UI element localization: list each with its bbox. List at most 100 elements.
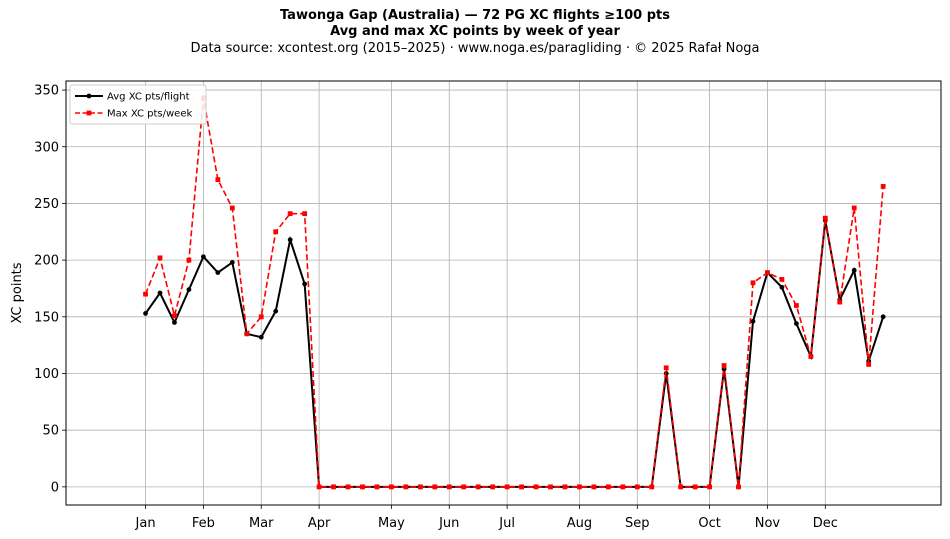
x-tick-label: Dec [813, 516, 838, 531]
y-tick-label: 350 [34, 84, 59, 99]
data-point [577, 484, 582, 490]
data-point [461, 484, 467, 490]
y-tick-label: 150 [34, 310, 59, 325]
data-point [533, 484, 539, 490]
data-point [157, 290, 163, 296]
x-tick-label: Sep [625, 516, 650, 531]
series-max [143, 95, 886, 490]
data-point [186, 257, 192, 263]
data-point [172, 313, 177, 319]
data-point [779, 276, 785, 282]
data-point [721, 363, 727, 368]
data-point [302, 281, 308, 287]
data-point [736, 484, 741, 490]
data-point [605, 484, 611, 490]
data-point [446, 484, 452, 490]
data-point [200, 254, 206, 260]
data-point [432, 484, 438, 490]
data-point [258, 314, 264, 320]
data-point [331, 484, 336, 490]
data-point [273, 229, 279, 235]
data-point [692, 484, 698, 490]
data-point [403, 484, 409, 490]
data-point [822, 215, 828, 221]
data-point [417, 484, 423, 490]
data-point [562, 484, 568, 490]
grid-lines [66, 81, 941, 505]
x-tick-label: Nov [755, 516, 781, 531]
x-tick-label: Apr [308, 516, 331, 531]
legend: Avg XC pts/flight Max XC pts/week [69, 84, 207, 125]
data-point [519, 484, 524, 490]
data-point [866, 362, 872, 367]
data-point [591, 484, 597, 490]
data-point [707, 484, 712, 490]
data-point [229, 259, 235, 265]
data-point [287, 237, 293, 243]
data-point [229, 205, 235, 211]
x-tick-label: Feb [192, 516, 215, 531]
data-point [837, 299, 843, 305]
data-point [186, 287, 192, 292]
data-point [215, 177, 221, 183]
legend-item: Avg XC pts/flight [75, 92, 190, 103]
plot-frame [65, 80, 942, 506]
data-point [851, 267, 857, 273]
data-point [273, 308, 279, 314]
chart-source-credit: Data source: xcontest.org (2015–2025) · … [190, 41, 760, 56]
data-point [750, 280, 756, 286]
data-point [490, 484, 496, 490]
data-point [360, 484, 365, 490]
data-point [880, 314, 886, 320]
x-tick-label: Jul [498, 516, 515, 531]
chart-subtitle: Avg and max XC points by week of year [330, 24, 620, 39]
data-point [750, 318, 756, 324]
x-tick-label: Jan [135, 516, 156, 531]
data-point [258, 334, 264, 340]
data-point [880, 184, 886, 189]
data-point [172, 320, 177, 325]
data-point [765, 270, 770, 275]
chart-title: Tawonga Gap (Australia) — 72 PG XC fligh… [279, 8, 671, 23]
legend-label: Avg XC pts/flight [107, 92, 190, 103]
legend-item: Max XC pts/week [75, 109, 192, 120]
y-tick-label: 50 [42, 424, 59, 439]
data-point [215, 270, 221, 275]
legend-label: Max XC pts/week [107, 109, 192, 120]
data-point [374, 484, 380, 490]
data-point [504, 484, 510, 490]
legend-swatch-marker [86, 93, 92, 99]
data-point [793, 321, 799, 327]
x-tick-label: May [378, 516, 405, 531]
data-point [316, 484, 322, 490]
y-tick-label: 300 [34, 140, 59, 155]
y-tick-label: 100 [34, 367, 59, 382]
legend-box [69, 84, 207, 125]
axis-ticks: Jan Feb Mar Apr May Jun Jul Aug Sep Oct Nov Dec 0 50 1… [34, 84, 838, 531]
chart-title-block: Tawonga Gap (Australia) — 72 PG XC fligh… [0, 8, 950, 58]
series-line [144, 97, 884, 488]
x-tick-label: Aug [567, 516, 592, 531]
series-avg [143, 218, 886, 490]
data-point [143, 291, 148, 297]
data-point [389, 484, 394, 490]
data-point [793, 303, 799, 308]
data-point [302, 211, 308, 217]
x-tick-label: Mar [249, 516, 274, 531]
data-point [475, 484, 481, 490]
legend-swatch-marker [86, 110, 92, 116]
data-point [649, 484, 655, 490]
series-layer [143, 95, 886, 490]
data-point [157, 255, 163, 261]
data-point [244, 331, 250, 337]
data-point [808, 354, 814, 359]
y-axis-label: XC points [10, 262, 25, 323]
data-point [663, 365, 669, 371]
x-tick-label: Oct [698, 516, 720, 531]
y-tick-label: 0 [51, 480, 59, 495]
data-point [345, 484, 351, 490]
y-tick-label: 200 [34, 254, 59, 269]
data-point [851, 205, 857, 211]
data-point [620, 484, 626, 490]
